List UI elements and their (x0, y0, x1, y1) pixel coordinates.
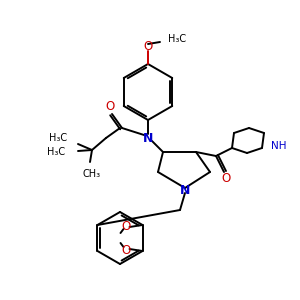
Text: H₃C: H₃C (47, 147, 65, 157)
Text: O: O (143, 40, 153, 52)
Text: CH₃: CH₃ (83, 169, 101, 179)
Text: H₃C: H₃C (49, 133, 67, 143)
Text: H₃C: H₃C (168, 34, 186, 44)
Text: NH: NH (271, 141, 286, 151)
Text: O: O (221, 172, 231, 184)
Text: O: O (121, 244, 130, 256)
Text: N: N (143, 131, 153, 145)
Text: O: O (105, 100, 115, 113)
Text: N: N (180, 184, 190, 196)
Text: O: O (121, 220, 130, 232)
